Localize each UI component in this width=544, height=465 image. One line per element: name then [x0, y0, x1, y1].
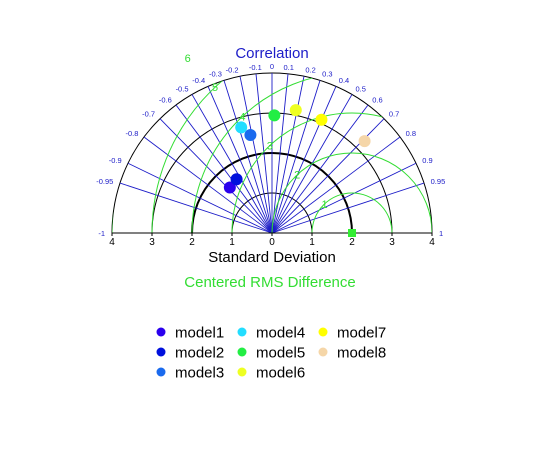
x-axis-tick-label: 4 [429, 237, 435, 248]
legend-label-model5: model5 [256, 345, 305, 362]
rms-circles: 1 2 3 4 5 6 [112, 53, 432, 233]
correlation-ray [255, 73, 273, 234]
point-model2 [230, 173, 243, 186]
correlation-tick-label: 0.1 [283, 63, 293, 72]
correlation-ray [271, 73, 289, 234]
x-axis-tick-label: 1 [309, 237, 315, 248]
correlation-tick-label: -1 [98, 229, 105, 238]
rms-circle-label: 1 [322, 199, 328, 211]
x-axis-label: Standard Deviation [208, 249, 336, 266]
correlation-ray [271, 76, 305, 234]
legend: model1 model2 model3 model4 model5 model6 mode… [156, 325, 386, 382]
correlation-tick-labels: -1 -0.95 -0.9 -0.8 -0.7 -0.6 -0.5-0.4 -0.3 -0.2 -… [96, 62, 445, 238]
correlation-ray [271, 162, 417, 234]
rms-circle-label: 6 [185, 53, 191, 65]
correlation-ray [271, 104, 369, 234]
legend-marker-model2 [156, 347, 166, 357]
x-axis-tick-label: 1 [229, 237, 235, 248]
point-model3 [244, 128, 257, 141]
correlation-tick-label: -0.8 [125, 129, 138, 138]
correlation-tick-label: -0.6 [159, 95, 172, 104]
correlation-tick-label: 0.4 [339, 76, 349, 85]
correlation-tick-label: 0.8 [406, 129, 416, 138]
x-axis-tick-label: 3 [389, 237, 395, 248]
correlation-tick-label: -0.3 [209, 70, 222, 79]
correlation-tick-label: 0.3 [322, 70, 332, 79]
correlation-ray [127, 162, 273, 234]
legend-label-model6: model6 [256, 365, 305, 382]
correlation-ray [223, 80, 273, 234]
legend-label-model2: model2 [175, 345, 224, 362]
correlation-ray [271, 80, 321, 234]
point-model1 [223, 181, 236, 194]
x-axis-tick-label: 0 [269, 237, 275, 248]
correlation-tick-label: -0.95 [96, 177, 113, 186]
x-axis: 4 3 2 1 0 1 2 3 4 [109, 232, 435, 248]
point-model4 [235, 121, 248, 134]
legend-marker-model5 [237, 347, 247, 357]
correlation-ray [175, 104, 273, 234]
correlation-tick-label: 0.7 [389, 110, 399, 119]
legend-marker-model6 [237, 367, 247, 377]
legend-marker-model3 [156, 367, 166, 377]
correlation-ray [191, 94, 273, 234]
x-axis-tick-label: 2 [349, 237, 355, 248]
x-axis-tick-label: 2 [189, 237, 195, 248]
point-model6 [289, 104, 302, 117]
correlation-ray [271, 86, 337, 234]
correlation-ray [271, 136, 401, 234]
point-model8 [358, 135, 371, 148]
legend-label-model8: model8 [337, 345, 386, 362]
legend-marker-model7 [318, 327, 328, 337]
point-model7 [315, 113, 328, 126]
data-points [223, 104, 371, 237]
correlation-tick-label: -0.4 [192, 76, 205, 85]
correlation-tick-label: 0.9 [422, 156, 432, 165]
correlation-ray [271, 182, 425, 234]
rms-circle-label: 2 [294, 170, 300, 182]
correlation-tick-label: -0.9 [109, 156, 122, 165]
correlation-tick-label: 0.95 [431, 177, 446, 186]
legend-marker-model8 [318, 347, 328, 357]
correlation-ray [119, 182, 273, 234]
chart-title: Correlation [235, 45, 308, 62]
correlation-tick-label: 0 [270, 62, 274, 71]
x-axis-tick-label: 4 [109, 237, 115, 248]
rms-circle-3 [231, 112, 432, 233]
rms-circle-label: 4 [239, 111, 245, 123]
correlation-tick-label: -0.2 [226, 65, 239, 74]
x-axis-tick-label: 3 [149, 237, 155, 248]
correlation-ray [159, 118, 273, 234]
legend-label-model4: model4 [256, 325, 305, 342]
rms-circle-label: 3 [267, 141, 273, 153]
rms-circle-2 [271, 152, 432, 233]
legend-marker-model1 [156, 327, 166, 337]
legend-label-model7: model7 [337, 325, 386, 342]
correlation-tick-label: 0.6 [372, 95, 382, 104]
correlation-tick-label: -0.7 [142, 110, 155, 119]
legend-marker-model4 [237, 327, 247, 337]
rms-circle-label: 5 [212, 82, 218, 94]
legend-label-model3: model3 [175, 365, 224, 382]
correlation-tick-label: 1 [439, 229, 443, 238]
rms-axis-label: Centered RMS Difference [184, 274, 355, 291]
correlation-tick-label: 0.5 [356, 84, 366, 93]
correlation-ray [207, 86, 273, 234]
correlation-ray [239, 76, 273, 234]
legend-label-model1: model1 [175, 325, 224, 342]
point-model5 [268, 109, 281, 122]
correlation-tick-label: -0.1 [249, 63, 262, 72]
correlation-tick-label: -0.5 [176, 84, 189, 93]
rms-circle-1 [311, 192, 393, 233]
rms-circle-group [112, 73, 432, 233]
correlation-tick-label: 0.2 [305, 65, 315, 74]
correlation-ray [143, 136, 273, 234]
reference-point-marker [348, 229, 356, 237]
